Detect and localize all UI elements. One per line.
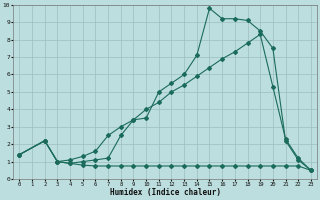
X-axis label: Humidex (Indice chaleur): Humidex (Indice chaleur) (110, 188, 220, 197)
